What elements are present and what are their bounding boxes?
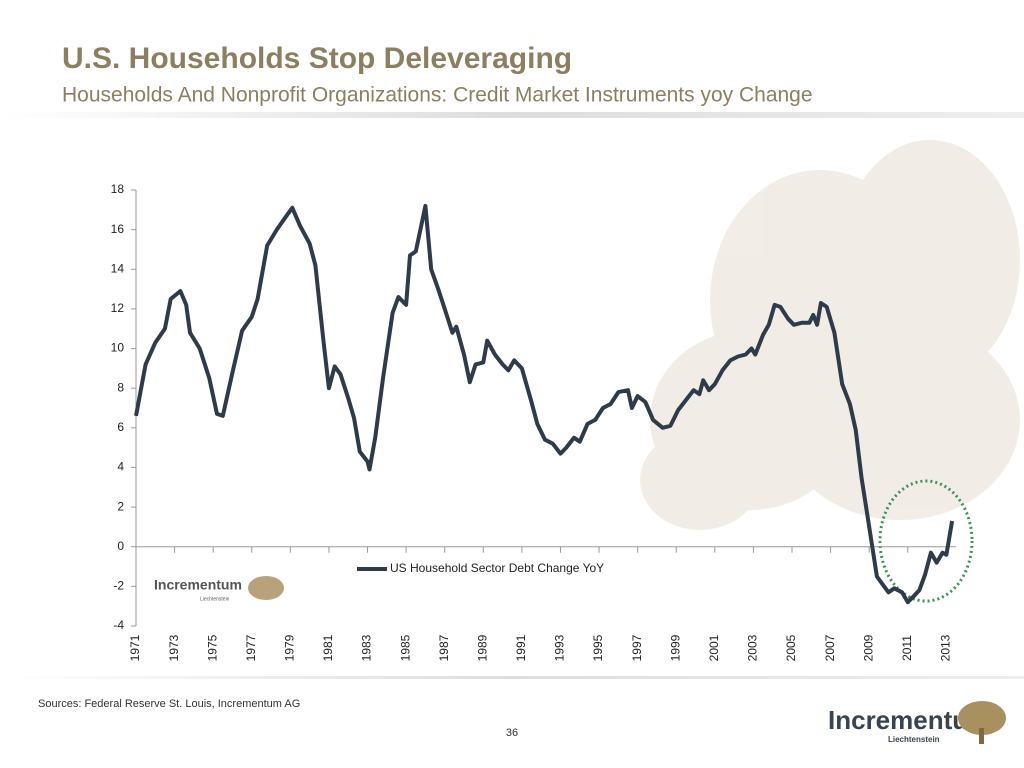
x-tick-label: 2009 xyxy=(861,634,875,661)
highlight-ellipse xyxy=(878,479,974,603)
x-tick-label: 1975 xyxy=(205,634,219,661)
y-tick-label: 18 xyxy=(111,182,125,196)
x-tick-label: 1993 xyxy=(553,634,567,661)
logo-tree xyxy=(958,701,1006,735)
x-tick-label: 1981 xyxy=(321,634,335,661)
y-tick-label: 6 xyxy=(117,420,124,434)
source-note: Sources: Federal Reserve St. Louis, Incr… xyxy=(38,698,300,710)
logo-sub: Liechtenstein xyxy=(888,735,940,744)
title-rule xyxy=(0,112,1024,118)
x-tick-label: 1991 xyxy=(514,634,528,661)
background-tree xyxy=(640,140,1020,530)
x-tick-label: 1987 xyxy=(437,634,451,661)
y-tick-label: 14 xyxy=(111,261,125,275)
x-tick-label: 1971 xyxy=(128,634,142,661)
y-tick-label: -4 xyxy=(113,618,124,632)
x-tick-label: 2011 xyxy=(900,635,914,661)
x-tick-label: 1995 xyxy=(591,634,605,661)
footer-logo: Incrementum Liechtenstein xyxy=(828,701,1006,744)
y-tick-label: -2 xyxy=(113,579,124,593)
x-tick-label: 1979 xyxy=(283,634,297,661)
x-tick-label: 2013 xyxy=(939,634,953,661)
x-tick-label: 2001 xyxy=(707,634,721,661)
x-tick-label: 1973 xyxy=(167,634,181,661)
x-tick-label: 1997 xyxy=(630,634,644,661)
y-tick-label: 12 xyxy=(111,301,125,315)
chart-subtitle: Households And Nonprofit Organizations: … xyxy=(62,84,813,107)
page-number: 36 xyxy=(506,727,518,739)
logo-sub: Liechtenstein xyxy=(200,596,230,602)
data-line xyxy=(134,203,955,605)
x-tick-label: 1989 xyxy=(475,634,489,661)
y-tick-label: 0 xyxy=(117,539,124,553)
x-tick-label: 2007 xyxy=(823,634,837,661)
x-tick-label: 1999 xyxy=(668,634,682,661)
footer-rule xyxy=(0,676,1024,679)
y-tick-label: 8 xyxy=(117,380,124,394)
y-tick-label: 4 xyxy=(117,460,124,474)
x-tick-label: 2003 xyxy=(746,634,760,661)
x-tick-label: 1985 xyxy=(398,634,412,661)
y-tick-label: 16 xyxy=(111,222,125,236)
logo-text: Incrementum xyxy=(154,577,242,593)
chart-logo: Incrementum Liechtenstein xyxy=(154,576,284,602)
x-tick-label: 2005 xyxy=(784,634,798,661)
legend-label: US Household Sector Debt Change YoY xyxy=(390,561,604,575)
logo-tree xyxy=(248,576,284,600)
x-tick-label: 1983 xyxy=(360,634,374,661)
x-tick-label: 1977 xyxy=(244,634,258,661)
chart-title: U.S. Households Stop Deleveraging xyxy=(62,42,572,75)
logo-trunk xyxy=(979,728,984,744)
y-tick-label: 10 xyxy=(111,341,125,355)
y-tick-label: 2 xyxy=(117,499,124,513)
